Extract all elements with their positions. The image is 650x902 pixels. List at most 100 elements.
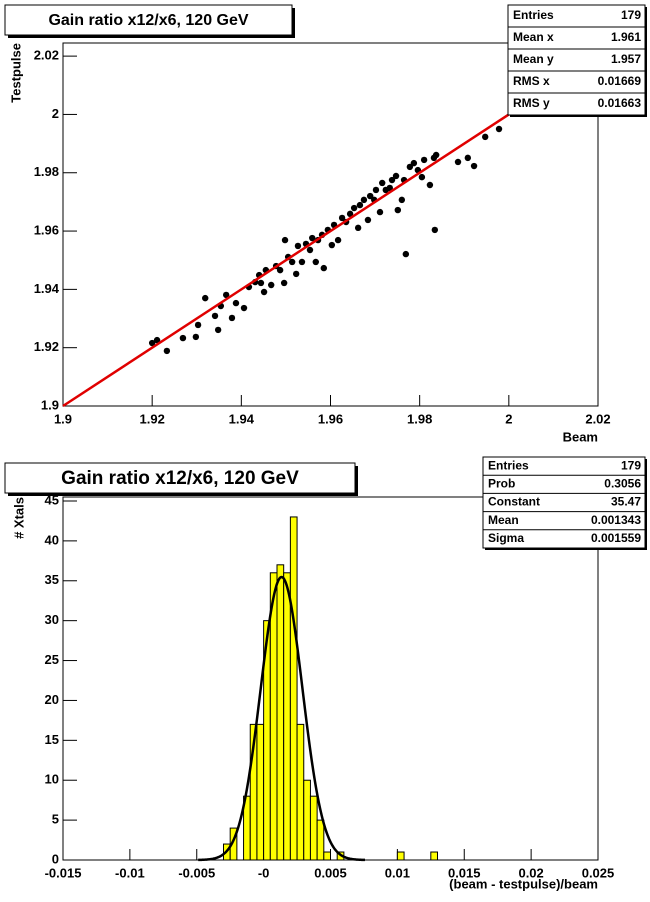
stats-label: Mean xyxy=(488,513,519,527)
x-tick-label: 0.01 xyxy=(385,865,410,880)
stats-value: 35.47 xyxy=(611,495,641,509)
point xyxy=(288,258,296,266)
stats-value: 0.001559 xyxy=(591,531,641,545)
point xyxy=(153,336,161,344)
y-tick-label: 1.9 xyxy=(41,397,59,412)
stats-value: 0.01669 xyxy=(598,74,642,88)
title-box xyxy=(4,4,293,36)
stats-label: Mean y xyxy=(513,52,554,66)
point xyxy=(360,196,368,204)
point xyxy=(386,184,393,192)
stats-label: RMS x xyxy=(513,74,550,88)
point xyxy=(376,208,384,216)
point xyxy=(364,216,372,224)
point xyxy=(470,162,478,170)
bar xyxy=(316,819,325,861)
stats-label: Sigma xyxy=(488,531,524,545)
point xyxy=(410,159,418,167)
point xyxy=(202,294,209,302)
point xyxy=(179,334,187,342)
x-tick-label: 1.96 xyxy=(318,411,343,426)
x-tick-label: 0.015 xyxy=(448,865,481,880)
stats-label: Constant xyxy=(488,495,540,509)
point xyxy=(294,242,302,250)
y-axis-label: # Xtals xyxy=(11,497,26,539)
point xyxy=(338,214,346,222)
point xyxy=(334,236,342,244)
point xyxy=(379,179,386,187)
point xyxy=(392,172,400,180)
point xyxy=(194,321,202,329)
point xyxy=(292,270,300,278)
point xyxy=(372,186,380,194)
point xyxy=(306,246,314,254)
y-tick-label: 35 xyxy=(45,572,59,587)
point xyxy=(406,163,414,171)
point xyxy=(211,312,219,320)
y-tick-label: 20 xyxy=(45,692,59,707)
y-tick-label: 40 xyxy=(45,532,59,547)
x-tick-label: 1.94 xyxy=(229,411,255,426)
y-tick-label: 1.98 xyxy=(34,164,59,179)
y-axis-label: Testpulse xyxy=(8,43,23,103)
point xyxy=(420,156,428,164)
y-tick-label: 1.96 xyxy=(34,222,59,237)
point xyxy=(222,291,230,299)
stats-value: 1.957 xyxy=(611,52,641,66)
x-tick-label: 0.02 xyxy=(518,865,543,880)
stats-value: 179 xyxy=(621,458,641,472)
point xyxy=(346,210,354,218)
point xyxy=(228,314,236,322)
x-tick-label: -0.01 xyxy=(115,865,145,880)
point xyxy=(298,258,306,266)
x-tick-label: -0.005 xyxy=(178,865,215,880)
title-box xyxy=(4,462,356,494)
stats-value: 0.001343 xyxy=(591,513,641,527)
stats-label: Mean x xyxy=(513,30,554,44)
x-tick-label: 1.9 xyxy=(54,411,72,426)
point xyxy=(431,226,439,234)
point xyxy=(398,196,406,204)
point xyxy=(163,347,171,355)
point xyxy=(232,299,240,307)
y-tick-label: 1.92 xyxy=(34,339,59,354)
stats-value: 179 xyxy=(621,8,641,22)
stats-label: RMS y xyxy=(513,96,550,110)
y-tick-label: 1.94 xyxy=(34,281,60,296)
y-tick-label: 0 xyxy=(52,851,59,866)
point xyxy=(495,125,503,133)
x-tick-label: 2 xyxy=(505,411,512,426)
point xyxy=(280,279,288,287)
x-axis-label: Beam xyxy=(563,429,598,444)
point xyxy=(192,333,200,341)
point xyxy=(388,176,396,184)
point xyxy=(276,266,284,274)
fit-curve xyxy=(198,575,366,862)
point xyxy=(454,158,462,166)
bar xyxy=(396,851,405,861)
point xyxy=(257,279,265,287)
x-tick-label: -0 xyxy=(258,865,270,880)
point xyxy=(464,154,472,162)
stats-label: Entries xyxy=(513,8,554,22)
point xyxy=(320,264,328,272)
x-tick-label: -0.015 xyxy=(45,865,82,880)
point xyxy=(281,236,289,244)
y-tick-label: 2.02 xyxy=(34,48,59,63)
stats-box xyxy=(507,4,646,116)
chart-title: Gain ratio x12/x6, 120 GeV xyxy=(61,468,299,489)
y-tick-label: 25 xyxy=(45,652,59,667)
point xyxy=(268,281,275,289)
point xyxy=(426,181,434,189)
fit-line xyxy=(62,113,510,408)
chart-title: Gain ratio x12/x6, 120 GeV xyxy=(48,12,248,29)
y-tick-label: 5 xyxy=(52,812,59,827)
stats-box xyxy=(482,456,646,549)
point xyxy=(482,133,489,141)
x-tick-label: 0.025 xyxy=(582,865,615,880)
point xyxy=(366,192,374,200)
bar xyxy=(303,779,311,861)
bar xyxy=(323,851,331,861)
point xyxy=(356,201,364,209)
stats-value: 0.3056 xyxy=(604,476,641,490)
